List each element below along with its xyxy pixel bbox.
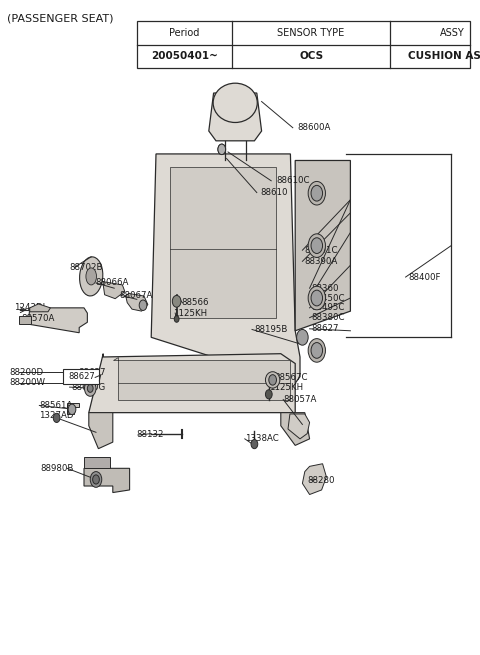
Ellipse shape [86, 268, 96, 285]
Polygon shape [84, 457, 110, 468]
Circle shape [308, 286, 325, 310]
Circle shape [139, 300, 147, 310]
Circle shape [172, 295, 181, 307]
Polygon shape [113, 357, 290, 400]
Text: 88401C: 88401C [305, 246, 338, 255]
Text: 88360: 88360 [311, 284, 338, 293]
Circle shape [218, 144, 226, 155]
Polygon shape [89, 354, 295, 413]
Circle shape [87, 384, 93, 392]
Text: 88066A: 88066A [95, 278, 129, 288]
Text: 88567C: 88567C [275, 373, 308, 382]
Text: 88627: 88627 [78, 367, 106, 377]
Text: 88561A: 88561A [39, 401, 73, 410]
Text: 88200D: 88200D [10, 367, 44, 377]
Text: 88600A: 88600A [298, 123, 331, 132]
Text: 88610C: 88610C [276, 176, 310, 185]
Text: 88610: 88610 [261, 188, 288, 197]
Text: CUSHION ASSY: CUSHION ASSY [408, 51, 480, 62]
Polygon shape [103, 282, 125, 299]
Polygon shape [29, 308, 87, 333]
Text: 88566: 88566 [181, 298, 209, 307]
Ellipse shape [213, 83, 257, 122]
Circle shape [93, 475, 99, 484]
Text: 88195B: 88195B [254, 325, 288, 334]
Text: 1243DJ: 1243DJ [14, 303, 46, 312]
Polygon shape [151, 154, 300, 383]
Text: 88057A: 88057A [283, 395, 317, 404]
Circle shape [174, 316, 179, 322]
Text: 1327AD: 1327AD [39, 411, 74, 421]
Text: 1125KH: 1125KH [173, 309, 207, 318]
Polygon shape [209, 93, 262, 141]
Ellipse shape [80, 257, 103, 296]
Text: 88390A: 88390A [305, 257, 338, 266]
Polygon shape [89, 413, 113, 449]
Text: 88067A: 88067A [119, 291, 153, 300]
Text: 1338AC: 1338AC [245, 434, 278, 443]
Circle shape [218, 144, 226, 155]
Text: Period: Period [169, 28, 200, 38]
Polygon shape [170, 167, 276, 318]
Polygon shape [126, 293, 148, 311]
Polygon shape [295, 160, 350, 331]
Circle shape [308, 339, 325, 362]
Polygon shape [302, 464, 326, 495]
Text: (PASSENGER SEAT): (PASSENGER SEAT) [7, 13, 114, 23]
Text: 88200W: 88200W [10, 378, 46, 387]
Ellipse shape [265, 372, 280, 388]
Polygon shape [30, 304, 50, 312]
Circle shape [297, 329, 308, 345]
Text: 88702B: 88702B [70, 263, 103, 272]
Text: 88450C: 88450C [311, 293, 345, 303]
Text: 88627: 88627 [311, 324, 338, 333]
Text: 88627: 88627 [68, 372, 95, 381]
Text: 88380C: 88380C [311, 313, 345, 322]
Text: 88495C: 88495C [311, 303, 345, 312]
Polygon shape [281, 413, 310, 445]
Circle shape [311, 185, 323, 201]
Text: 88132: 88132 [137, 430, 164, 440]
Bar [137, 21, 470, 68]
Circle shape [311, 290, 323, 306]
FancyBboxPatch shape [63, 369, 99, 384]
Text: 88600G: 88600G [71, 383, 105, 392]
Circle shape [84, 381, 96, 396]
Circle shape [251, 440, 258, 449]
Circle shape [311, 238, 323, 253]
Text: 88280: 88280 [307, 476, 335, 485]
Circle shape [68, 404, 76, 415]
Circle shape [90, 472, 102, 487]
Text: 1125KH: 1125KH [269, 383, 303, 392]
Text: 88570A: 88570A [22, 314, 55, 323]
Circle shape [265, 390, 272, 399]
Text: 20050401~: 20050401~ [151, 51, 218, 62]
Circle shape [308, 234, 325, 257]
Text: ASSY: ASSY [440, 28, 465, 38]
Polygon shape [67, 403, 79, 414]
Text: SENSOR TYPE: SENSOR TYPE [277, 28, 345, 38]
Polygon shape [19, 316, 31, 324]
Circle shape [311, 343, 323, 358]
Text: 88400F: 88400F [408, 272, 441, 282]
Circle shape [53, 413, 60, 422]
Polygon shape [84, 468, 130, 493]
Text: 88980B: 88980B [41, 464, 74, 473]
Polygon shape [288, 414, 310, 439]
Text: OCS: OCS [299, 51, 323, 62]
Circle shape [308, 181, 325, 205]
Circle shape [269, 375, 276, 385]
